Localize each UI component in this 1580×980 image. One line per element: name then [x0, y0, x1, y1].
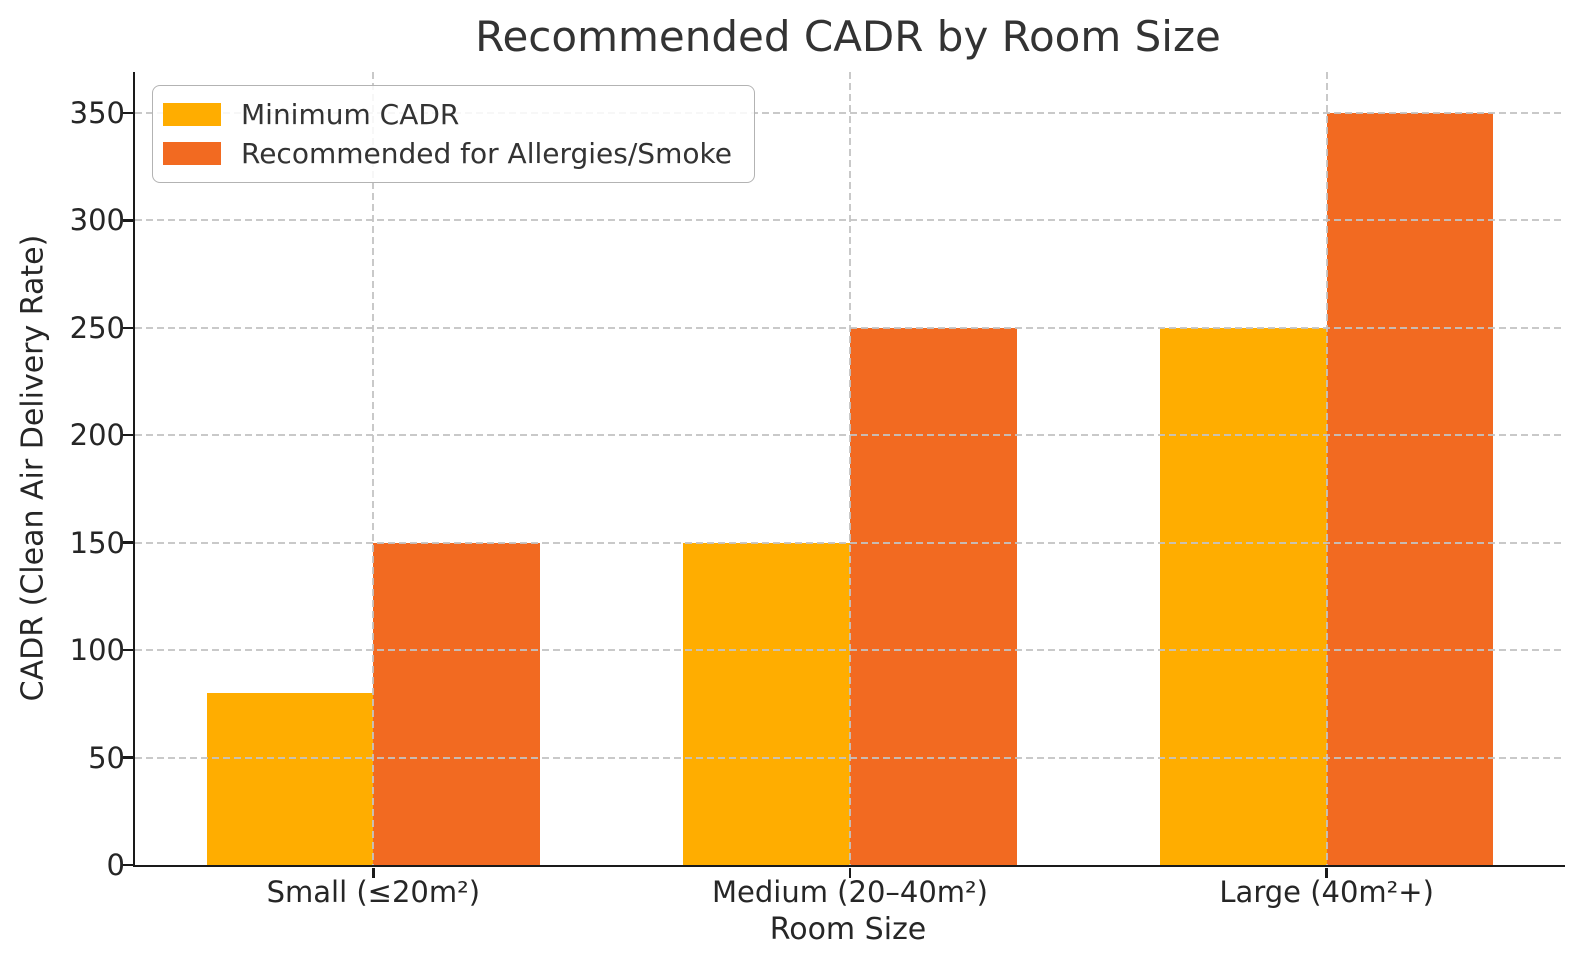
y-tick-label: 350	[69, 95, 125, 130]
plot-area: 0 50 100 150 200 250 300 350 Small (≤20m²) Medium…	[70, 72, 1565, 909]
x-tick-mark	[848, 868, 852, 878]
chart-title: Recommended CADR by Room Size	[475, 12, 1221, 61]
bar-series2-cat2	[850, 327, 1017, 865]
bar-series2-cat3	[1326, 112, 1494, 865]
x-tick-mark	[372, 868, 375, 878]
y-tick-mark	[122, 433, 133, 437]
x-gridline	[849, 72, 851, 865]
x-axis-title: Room Size	[769, 912, 927, 947]
y-tick-mark	[122, 863, 133, 867]
legend-label: Minimum CADR	[241, 98, 460, 131]
legend-swatch-icon	[163, 142, 221, 165]
y-tick-mark	[122, 648, 133, 652]
x-gridline	[1325, 72, 1328, 865]
x-tick-mark	[1325, 868, 1328, 878]
legend: Minimum CADR Recommended for Allergies/Sm…	[152, 85, 755, 183]
y-tick-label: 300	[69, 203, 125, 238]
y-tick-mark	[122, 326, 133, 329]
y-tick-label: 200	[69, 418, 125, 453]
bar-series1-cat2	[683, 542, 850, 865]
y-tick-mark	[122, 111, 133, 115]
x-tick-label: Small (≤20m²)	[266, 875, 481, 909]
y-tick-label: 50	[88, 740, 125, 775]
y-tick-mark	[122, 219, 133, 222]
bar-series1-cat1	[206, 693, 374, 865]
legend-item: Minimum CADR	[163, 98, 732, 131]
y-tick-label: 150	[69, 525, 125, 560]
x-gridline	[372, 72, 375, 865]
y-tick-label: 0	[106, 848, 125, 882]
bar-series2-cat1	[373, 542, 541, 865]
y-tick-label: 250	[69, 310, 125, 345]
legend-label: Recommended for Allergies/Smoke	[241, 137, 732, 170]
x-tick-label: Large (40m²+)	[1219, 875, 1434, 909]
legend-item: Recommended for Allergies/Smoke	[163, 137, 732, 170]
y-tick-mark	[122, 541, 133, 544]
y-tick-label: 100	[69, 633, 125, 668]
x-tick-label: Medium (20–40m²)	[712, 875, 988, 909]
bar-series1-cat3	[1159, 327, 1327, 865]
legend-swatch-icon	[163, 103, 221, 126]
y-tick-mark	[122, 756, 133, 759]
